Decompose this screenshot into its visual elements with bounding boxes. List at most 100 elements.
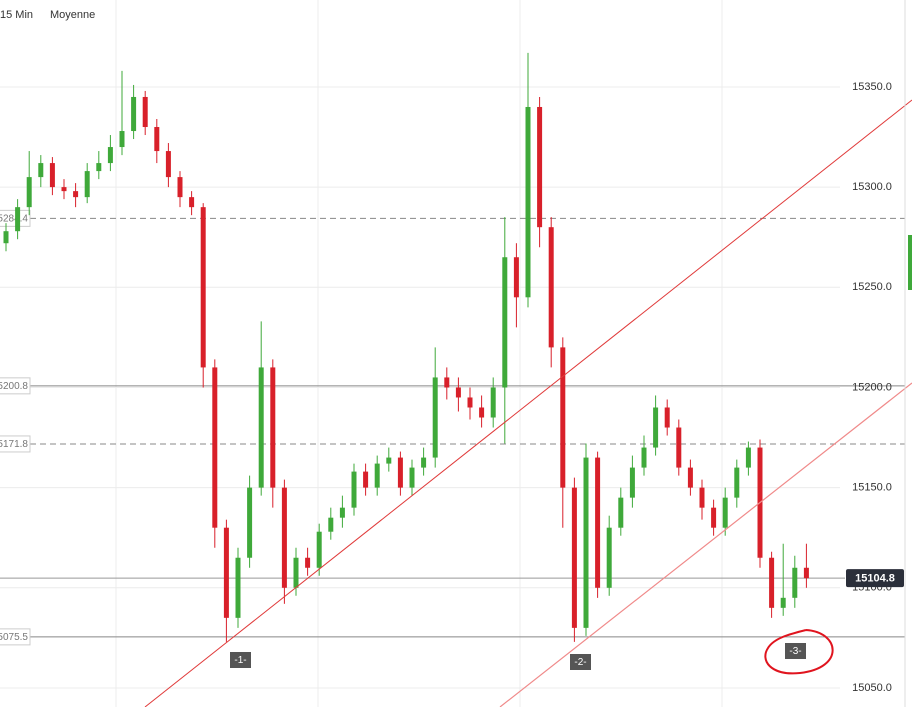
level-label: 15075.5 xyxy=(0,632,28,643)
candle-body xyxy=(803,567,809,579)
candle-body xyxy=(455,387,461,398)
level-label-box xyxy=(0,377,31,395)
candle-body xyxy=(490,387,496,418)
candle-body xyxy=(571,487,577,628)
marker-box xyxy=(570,654,591,670)
candle-body xyxy=(780,597,786,608)
candle-body xyxy=(351,471,357,508)
candle-body xyxy=(386,457,392,464)
level-label-box xyxy=(0,209,31,227)
candle-body xyxy=(699,487,705,508)
trend-line xyxy=(144,99,912,707)
last-price-label: 15104.8 xyxy=(855,573,895,585)
candle-body xyxy=(711,507,717,528)
level-label-box xyxy=(0,435,31,453)
candle-body xyxy=(421,457,427,468)
candle-body xyxy=(293,557,299,588)
candle-body xyxy=(467,397,473,408)
candle-body xyxy=(200,207,206,368)
candle-body xyxy=(606,527,612,588)
candle-body xyxy=(769,557,775,608)
candle-body xyxy=(560,347,566,488)
last-price-box xyxy=(846,569,904,588)
indicator: Moyenne xyxy=(50,9,95,21)
candle-body xyxy=(235,557,241,618)
candle-body xyxy=(792,567,798,598)
candle-body xyxy=(316,531,322,568)
candle-body xyxy=(49,163,55,188)
level-label: 15284.4 xyxy=(0,214,28,225)
candle-body xyxy=(374,463,380,488)
candle-body xyxy=(328,517,334,532)
y-tick-label: 15300.0 xyxy=(852,181,892,193)
candle-body xyxy=(722,497,728,528)
candle-body xyxy=(142,96,148,128)
candle-body xyxy=(165,151,171,178)
candle-body xyxy=(734,467,740,498)
grid xyxy=(0,86,840,689)
candle-body xyxy=(502,257,508,388)
level-label-box xyxy=(0,628,31,646)
candle-body xyxy=(281,487,287,588)
panel-sliver xyxy=(908,235,912,290)
vertical-grid xyxy=(115,0,723,707)
marker-box xyxy=(785,643,806,659)
candle-body xyxy=(583,457,589,628)
marker-box xyxy=(230,652,251,668)
candle-body xyxy=(548,227,554,348)
candle-body xyxy=(745,447,751,468)
candle-body xyxy=(444,377,450,388)
candle-body xyxy=(131,96,137,132)
level-label: 15171.8 xyxy=(0,439,28,450)
candle-body xyxy=(687,467,693,488)
candle-body xyxy=(61,187,67,192)
candle-body xyxy=(107,147,113,164)
candle-body xyxy=(270,367,276,488)
candle-body xyxy=(26,177,32,208)
candle-body xyxy=(177,177,183,198)
candle-body xyxy=(653,407,659,448)
candle-body xyxy=(664,407,670,428)
trend-lines xyxy=(144,99,912,707)
level-label: 15200.8 xyxy=(0,381,28,392)
candle-body xyxy=(189,197,195,208)
candle-body xyxy=(595,457,601,588)
markers: -1- -2- -3- xyxy=(230,629,834,675)
candle-body xyxy=(73,191,79,198)
candle-body xyxy=(212,367,218,528)
marker: -2- xyxy=(574,657,586,668)
candle-body xyxy=(641,447,647,468)
marker: -3- xyxy=(789,646,801,657)
candle-body xyxy=(618,497,624,528)
highlight-circle xyxy=(764,629,834,675)
candle-body xyxy=(84,171,90,198)
marker: -1- xyxy=(234,655,246,666)
candle-body xyxy=(339,507,345,518)
candle-body xyxy=(513,257,519,298)
candle-body xyxy=(15,207,21,232)
candle-body xyxy=(525,106,531,298)
levels: 15284.4 15200.8 15171.8 15075.5 xyxy=(0,209,905,646)
candle-body xyxy=(409,467,415,488)
candle-body xyxy=(305,557,311,568)
candle-body xyxy=(223,527,229,618)
y-tick-label: 15050.0 xyxy=(852,682,892,694)
candle-body xyxy=(119,131,125,148)
candle-body xyxy=(154,127,160,152)
y-tick-label: 15350.0 xyxy=(852,81,892,93)
candle-body xyxy=(96,163,102,172)
candle-body xyxy=(247,487,253,558)
interval: 15 Min xyxy=(0,9,33,21)
candle-body xyxy=(258,367,264,488)
candle-body xyxy=(537,106,543,228)
candle-body xyxy=(3,231,9,244)
y-tick-label: 15250.0 xyxy=(852,281,892,293)
candle-body xyxy=(479,407,485,418)
candle-body xyxy=(397,457,403,488)
candle-body xyxy=(363,471,369,488)
candle-body xyxy=(38,163,44,178)
y-tick-label: 15150.0 xyxy=(852,482,892,494)
candles xyxy=(3,52,809,642)
candle-body xyxy=(629,467,635,498)
